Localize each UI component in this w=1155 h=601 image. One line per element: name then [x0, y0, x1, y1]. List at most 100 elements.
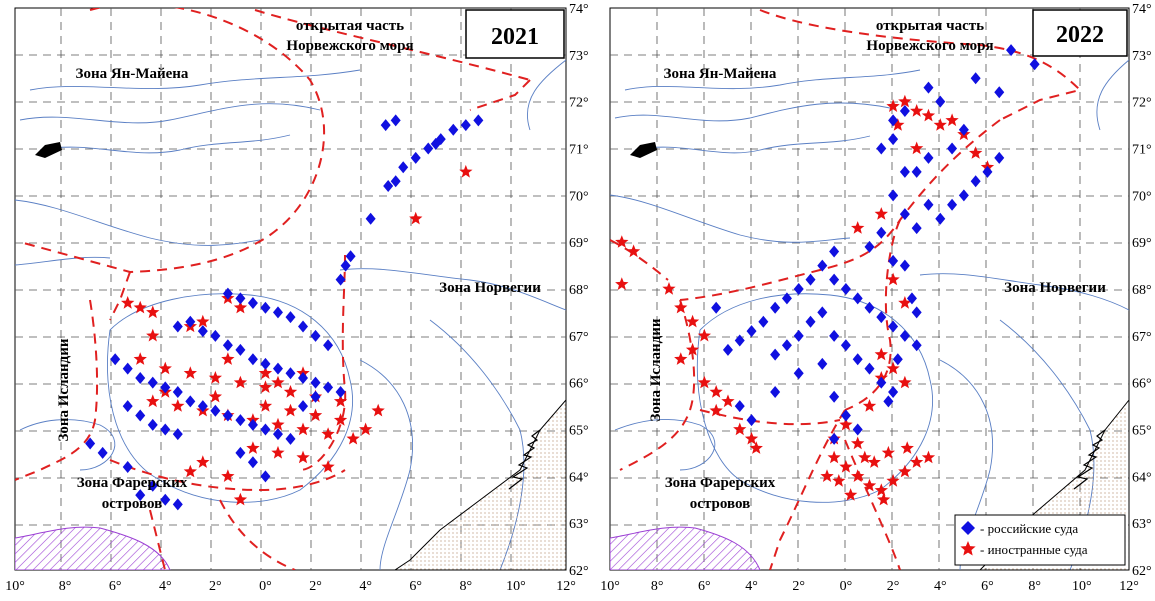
russian-vessel-marker: [323, 339, 334, 352]
russian-vessel-marker: [260, 301, 271, 314]
russian-vessel-marker: [876, 311, 887, 324]
russian-vessel-marker: [222, 339, 233, 352]
russian-vessel-marker: [247, 297, 258, 310]
russian-vessel-marker: [298, 371, 309, 384]
russian-vessel-marker: [829, 245, 840, 258]
russian-vessel-marker: [888, 254, 899, 267]
foreign-vessel-marker: [258, 399, 273, 412]
zone-label-faroe-line1: Зона Фарерских: [665, 475, 776, 491]
russian-vessel-marker: [147, 376, 158, 389]
year-box: [1032, 9, 1128, 57]
foreign-vessel-marker: [271, 445, 285, 459]
longitude-tick-label: 8°: [651, 579, 664, 594]
foreign-vessel-marker: [258, 380, 273, 393]
russian-vessel-marker: [852, 353, 863, 366]
foreign-vessel-marker: [615, 277, 629, 290]
russian-vessel-marker: [781, 339, 792, 352]
legend-russian-label: - российские суда: [980, 521, 1078, 536]
russian-vessel-marker: [911, 339, 922, 352]
foreign-vessel-marker: [877, 492, 891, 506]
zone-label-jan-mayen: Зона Ян-Майена: [76, 66, 189, 82]
zone-label-faroe-line2: островов: [690, 496, 750, 512]
foreign-vessel-marker: [333, 413, 348, 426]
longitude-tick-label: 2°: [309, 579, 322, 594]
longitude-tick-label: 0°: [259, 579, 272, 594]
foreign-vessel-marker: [886, 474, 900, 487]
russian-vessel-marker: [852, 423, 863, 436]
russian-vessel-marker: [110, 353, 121, 366]
foreign-vessel-marker: [183, 366, 197, 379]
longitude-tick-label: 8°: [1028, 579, 1041, 594]
latitude-tick-label: 74°: [569, 2, 589, 17]
foreign-vessel-marker: [258, 366, 273, 379]
foreign-vessel-marker: [371, 403, 385, 417]
longitude-tick-label: 8°: [59, 579, 72, 594]
foreign-vessel-marker: [862, 478, 877, 492]
russian-vessel-marker: [272, 428, 283, 441]
russian-vessel-marker: [911, 306, 922, 319]
russian-vessel-marker: [1006, 44, 1017, 57]
russian-vessel-marker: [746, 414, 757, 427]
foreign-vessel-marker: [246, 441, 260, 454]
foreign-vessel-marker: [721, 394, 735, 408]
russian-vessel-marker: [285, 367, 296, 380]
foreign-vessel-marker: [662, 282, 676, 295]
russian-vessel-marker: [758, 315, 769, 328]
russian-vessel-marker: [335, 386, 346, 399]
russian-vessels-layer: [85, 114, 484, 511]
russian-vessel-marker: [734, 400, 745, 413]
foreign-vessel-marker: [733, 422, 747, 436]
foreign-vessel-marker: [898, 464, 912, 478]
russian-vessel-marker: [272, 306, 283, 319]
latitude-tick-label: 71°: [1132, 143, 1152, 158]
russian-vessel-marker: [840, 339, 851, 352]
russian-vessel-marker: [298, 400, 309, 413]
foreign-vessel-marker: [283, 385, 298, 398]
russian-vessel-marker: [734, 334, 745, 347]
russian-vessel-marker: [135, 409, 146, 422]
foreign-vessel-marker: [921, 108, 936, 122]
latitude-tick-label: 68°: [569, 283, 589, 298]
russian-vessel-marker: [172, 320, 183, 333]
foreign-vessel-marker: [308, 408, 323, 422]
foreign-vessel-marker: [851, 221, 865, 234]
latitude-tick-label: 71°: [569, 143, 589, 158]
russian-vessel-marker: [473, 114, 484, 127]
latitude-tick-label: 63°: [1132, 517, 1152, 532]
foreign-vessel-marker: [271, 375, 285, 389]
foreign-vessel-marker: [898, 296, 912, 309]
russian-vessel-marker: [888, 133, 899, 146]
russian-vessel-marker: [222, 287, 233, 300]
russian-vessel-marker: [260, 470, 271, 483]
foreign-vessel-marker: [196, 314, 210, 328]
russian-vessel-marker: [1029, 58, 1040, 71]
russian-vessel-marker: [197, 325, 208, 338]
longitude-tick-label: 6°: [698, 579, 711, 594]
russian-vessel-marker: [888, 386, 899, 399]
foreign-vessel-marker: [674, 300, 688, 314]
latitude-tick-label: 65°: [1132, 424, 1152, 439]
foreign-vessel-marker: [346, 431, 360, 445]
latitude-tick-label: 62°: [569, 564, 589, 579]
latitude-tick-label: 67°: [1132, 330, 1152, 345]
foreign-vessel-marker: [146, 328, 160, 342]
latitude-tick-label: 63°: [569, 517, 589, 532]
zone-label-faroe-line2: островов: [102, 496, 162, 512]
foreign-vessel-marker: [874, 483, 888, 496]
russian-vessel-marker: [770, 386, 781, 399]
russian-vessel-marker: [122, 400, 133, 413]
russian-vessel-marker: [947, 142, 958, 155]
legend-box: [954, 514, 1126, 566]
russian-vessel-marker: [285, 432, 296, 445]
russian-vessel-marker: [793, 283, 804, 295]
longitude-tick-label: 2°: [792, 579, 805, 594]
latitude-tick-label: 73°: [569, 49, 589, 64]
latitude-tick-label: 73°: [1132, 49, 1152, 64]
russian-vessel-marker: [430, 137, 441, 150]
russian-vessel-marker: [994, 86, 1005, 99]
russian-vessel-marker: [958, 123, 969, 136]
russian-vessel-marker: [923, 151, 934, 164]
foreign-vessel-marker: [674, 352, 688, 365]
foreign-vessel-marker: [886, 99, 900, 112]
russian-vessel-marker: [340, 259, 351, 272]
